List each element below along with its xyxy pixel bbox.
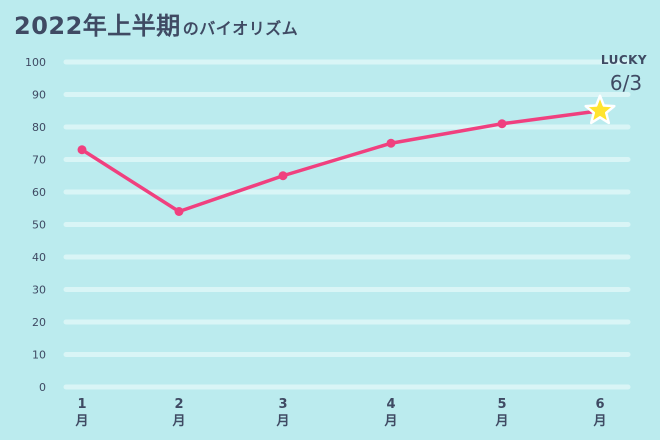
y-tick-label: 30 (32, 284, 46, 297)
x-tick-unit: 月 (74, 414, 88, 429)
chart-title: 2022年上半期 のバイオリズム (14, 6, 298, 41)
y-tick-label: 100 (25, 56, 46, 69)
lucky-label: LUCKY (601, 53, 647, 67)
y-tick-label: 50 (32, 219, 46, 232)
data-point (497, 119, 507, 129)
data-point (278, 171, 288, 181)
data-point (174, 207, 184, 216)
x-tick-label: 2 (174, 397, 183, 412)
x-tick-unit: 月 (592, 414, 606, 429)
x-tick-unit: 月 (171, 414, 185, 429)
y-tick-label: 0 (39, 381, 46, 394)
chart-title-suffix: のバイオリズム (182, 19, 299, 38)
x-tick-unit: 月 (275, 414, 289, 429)
x-tick-label: 1 (77, 397, 86, 412)
x-tick-unit: 月 (494, 414, 508, 429)
y-tick-label: 60 (32, 186, 46, 199)
x-tick-unit: 月 (383, 414, 397, 429)
x-tick-label: 4 (386, 397, 395, 412)
y-tick-label: 10 (32, 349, 46, 362)
y-tick-label: 90 (32, 89, 46, 102)
y-tick-label: 70 (32, 154, 46, 167)
x-tick-label: 6 (595, 397, 604, 412)
chart-title-main: 2022年上半期 (14, 12, 181, 40)
series-line (80, 109, 602, 214)
y-tick-label: 40 (32, 251, 46, 264)
data-point (77, 145, 87, 155)
x-tick-label: 5 (497, 397, 506, 412)
y-tick-label: 80 (32, 121, 46, 134)
y-tick-label: 20 (32, 316, 46, 329)
lucky-date: 6/3 (610, 71, 642, 95)
x-tick-label: 3 (278, 397, 287, 412)
data-point (386, 138, 396, 148)
star-icon (584, 94, 616, 125)
